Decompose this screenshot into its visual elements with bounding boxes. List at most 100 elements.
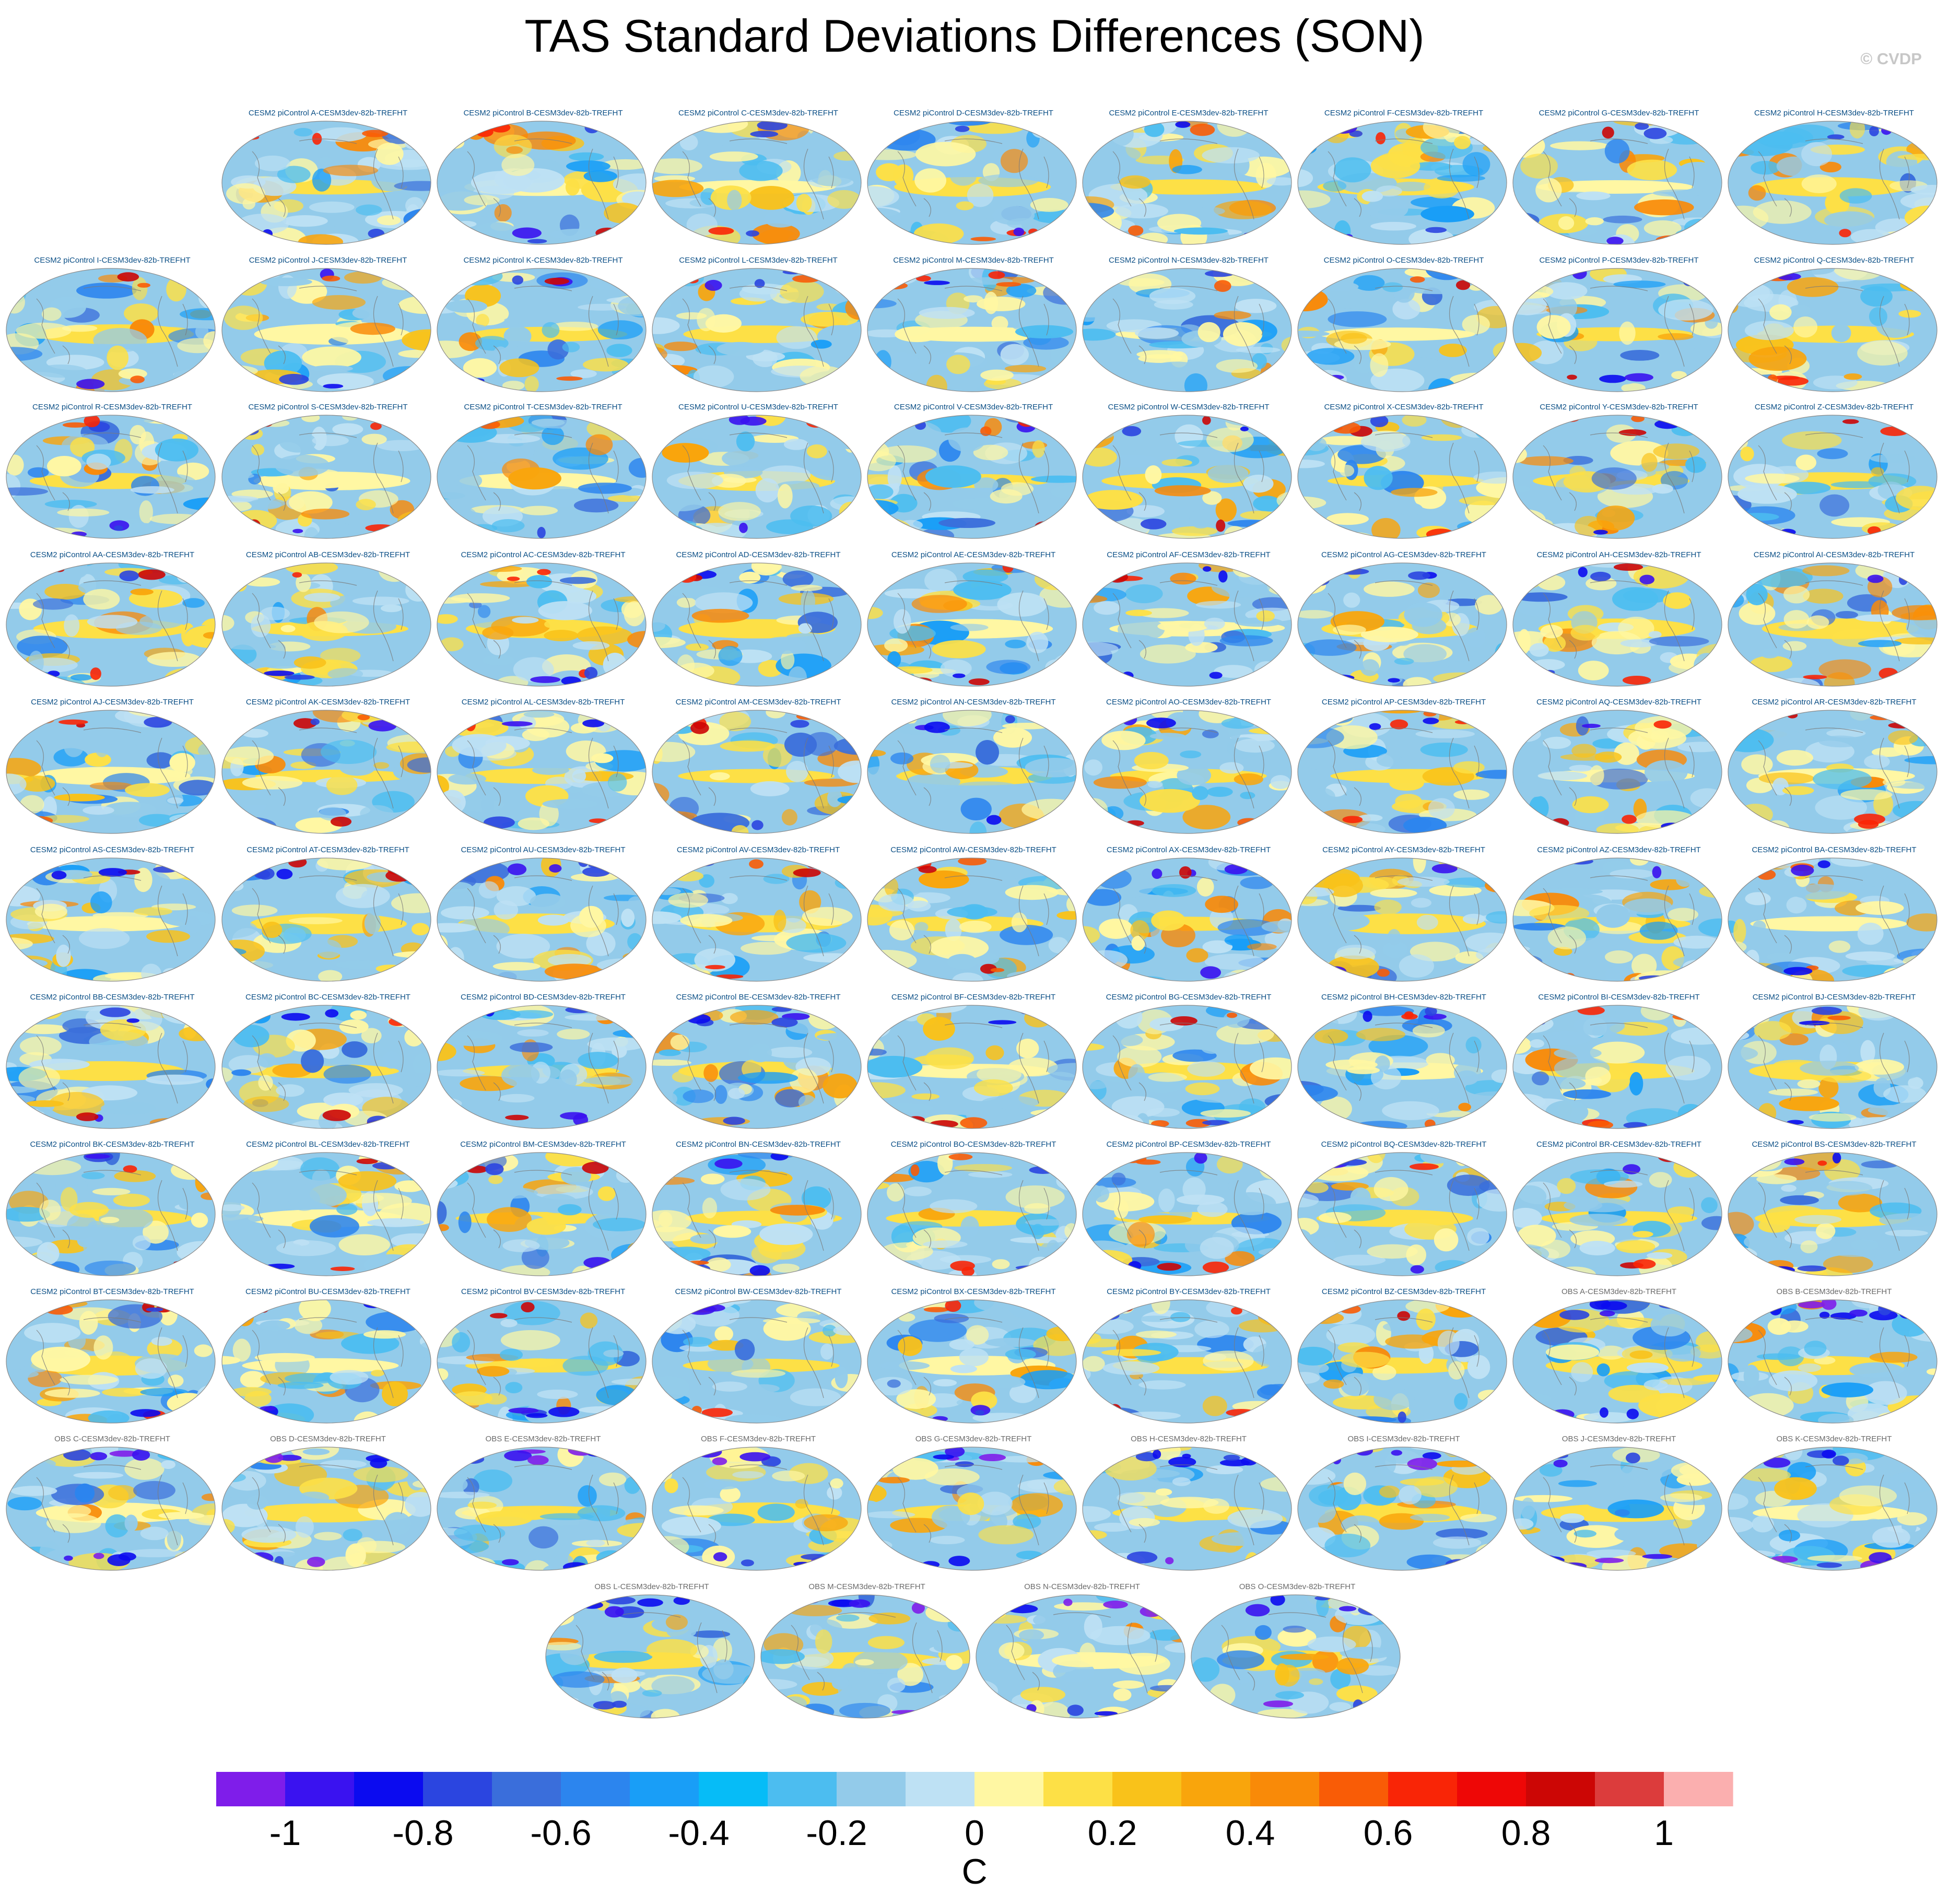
coastline (1112, 1330, 1132, 1385)
field-blob (194, 1021, 215, 1029)
field-blob (1857, 922, 1884, 945)
field-blob (1029, 1256, 1052, 1274)
field-blob (437, 1153, 479, 1160)
field-blob (1334, 220, 1351, 243)
coastline (252, 298, 271, 354)
field-blob (26, 1012, 44, 1019)
field-blob (1376, 185, 1402, 197)
coastline (1328, 1330, 1347, 1385)
coastline (729, 286, 788, 291)
field-blob (499, 358, 539, 378)
field-blob (1154, 485, 1211, 497)
field-blob (231, 271, 267, 296)
coastline (1590, 1317, 1648, 1323)
field-blob (1728, 292, 1738, 300)
field-blob (526, 1413, 548, 1418)
field-blob (919, 307, 975, 319)
field-blob (205, 1153, 215, 1161)
field-blob (1742, 1393, 1794, 1418)
field-blob (1596, 904, 1630, 928)
coastline (1689, 1335, 1695, 1367)
field-blob (892, 563, 913, 572)
field-blob (276, 868, 293, 879)
field-blob (1542, 1031, 1592, 1046)
field-blob (1744, 563, 1762, 571)
field-blob (1089, 281, 1118, 287)
field-blob (1180, 276, 1210, 290)
map-heatmap (867, 121, 1077, 245)
field-blob (776, 326, 817, 349)
field-blob (1535, 272, 1549, 283)
field-blob (569, 152, 604, 161)
map-outline (1297, 562, 1507, 687)
coastline (708, 1082, 716, 1101)
field-blob (1361, 191, 1383, 202)
map-heatmap (6, 562, 216, 687)
field-blob (1211, 577, 1271, 598)
field-blob (878, 671, 905, 681)
field-blob (1131, 935, 1145, 951)
field-blob (1403, 817, 1447, 833)
field-blob (1166, 712, 1195, 732)
field-blob (412, 235, 426, 244)
coastline (467, 1182, 486, 1238)
field-blob (388, 858, 403, 869)
field-blob (1431, 864, 1458, 874)
field-blob (95, 735, 110, 757)
coastline (1328, 740, 1347, 796)
coastline (1328, 1182, 1347, 1238)
coastline (708, 935, 716, 954)
map-heatmap (1297, 268, 1507, 392)
coastline (588, 885, 609, 957)
field-blob (1623, 1164, 1641, 1174)
field-blob (747, 186, 794, 210)
coastline (1474, 1040, 1480, 1073)
coastline (278, 345, 286, 365)
coastline (493, 1377, 501, 1396)
map-heatmap (1512, 1005, 1722, 1129)
field-blob (448, 773, 486, 785)
map-heatmap (1082, 1299, 1292, 1424)
coastline (1590, 432, 1648, 438)
field-blob (1126, 505, 1165, 518)
field-blob (620, 1118, 638, 1124)
field-blob (1269, 955, 1285, 966)
coastline (1474, 1188, 1480, 1220)
panel-title: CESM2 piControl I-CESM3dev-82b-TREFHT (34, 256, 191, 265)
coastline (1043, 893, 1049, 925)
field-blob (559, 1069, 577, 1090)
field-blob (1803, 675, 1827, 679)
field-blob (1083, 383, 1102, 392)
field-blob (288, 917, 343, 924)
field-blob (933, 1379, 957, 1386)
field-blob (887, 465, 902, 490)
map-outline (1512, 121, 1722, 245)
map-heatmap (1082, 415, 1292, 539)
field-blob (752, 223, 800, 244)
panel-title: CESM2 piControl D-CESM3dev-82b-TREFHT (894, 109, 1053, 117)
field-blob (1237, 818, 1260, 828)
field-blob (1783, 967, 1813, 975)
field-blob (372, 1162, 400, 1170)
coastline (278, 198, 286, 217)
field-blob (512, 617, 539, 624)
field-blob (437, 279, 452, 299)
field-blob (1353, 275, 1385, 291)
map-panel: CESM2 piControl D-CESM3dev-82b-TREFHT (866, 109, 1081, 251)
field-blob (1572, 796, 1609, 814)
field-blob (383, 1051, 401, 1069)
field-blob (1589, 765, 1604, 785)
field-blob (542, 322, 560, 338)
field-blob (323, 1064, 371, 1084)
field-blob (1768, 1088, 1818, 1096)
field-blob (619, 370, 646, 392)
coastline (1354, 1082, 1361, 1101)
field-blob (454, 473, 483, 489)
field-blob (1083, 1250, 1133, 1271)
coastline (1234, 148, 1254, 220)
map-panel: CESM2 piControl R-CESM3dev-82b-TREFHT (5, 403, 219, 545)
field-blob (974, 1300, 1007, 1311)
field-blob (182, 598, 205, 608)
map-panel: CESM2 piControl AU-CESM3dev-82b-TREFHT (436, 845, 650, 988)
field-blob (720, 1179, 771, 1201)
